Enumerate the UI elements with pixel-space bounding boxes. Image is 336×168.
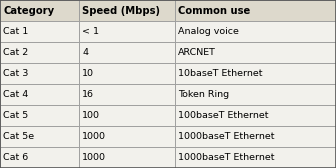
Text: Category: Category (3, 6, 54, 15)
Bar (79, 147, 175, 168)
Text: ARCNET: ARCNET (178, 48, 216, 57)
Text: 10: 10 (82, 69, 94, 78)
Text: < 1: < 1 (82, 27, 99, 36)
Text: Cat 1: Cat 1 (3, 27, 29, 36)
Text: 4: 4 (82, 48, 88, 57)
Text: Cat 6: Cat 6 (3, 153, 29, 162)
Bar (79, 84, 175, 105)
Text: 1000baseT Ethernet: 1000baseT Ethernet (178, 153, 275, 162)
Bar (175, 84, 336, 105)
Bar (175, 42, 336, 63)
Text: 1000: 1000 (82, 153, 106, 162)
Bar (0, 84, 79, 105)
Bar (79, 63, 175, 84)
Text: Cat 2: Cat 2 (3, 48, 29, 57)
Text: Analog voice: Analog voice (178, 27, 239, 36)
Text: Cat 5: Cat 5 (3, 111, 29, 120)
Bar (0, 0, 79, 21)
Bar (0, 105, 79, 126)
Bar (175, 147, 336, 168)
Bar (0, 63, 79, 84)
Text: Common use: Common use (178, 6, 250, 15)
Bar (79, 105, 175, 126)
Text: 1000baseT Ethernet: 1000baseT Ethernet (178, 132, 275, 141)
Bar (79, 42, 175, 63)
Text: Cat 5e: Cat 5e (3, 132, 35, 141)
Text: Speed (Mbps): Speed (Mbps) (82, 6, 160, 15)
Bar (0, 21, 79, 42)
Bar (0, 126, 79, 147)
Bar (175, 63, 336, 84)
Bar (175, 105, 336, 126)
Bar (79, 126, 175, 147)
Text: 100baseT Ethernet: 100baseT Ethernet (178, 111, 268, 120)
Text: 16: 16 (82, 90, 94, 99)
Text: 10baseT Ethernet: 10baseT Ethernet (178, 69, 262, 78)
Bar (0, 42, 79, 63)
Bar (175, 21, 336, 42)
Text: Token Ring: Token Ring (178, 90, 229, 99)
Bar (79, 0, 175, 21)
Text: Cat 4: Cat 4 (3, 90, 29, 99)
Text: Cat 3: Cat 3 (3, 69, 29, 78)
Text: 100: 100 (82, 111, 100, 120)
Bar (0, 147, 79, 168)
Bar (175, 126, 336, 147)
Bar (175, 0, 336, 21)
Text: 1000: 1000 (82, 132, 106, 141)
Bar (79, 21, 175, 42)
